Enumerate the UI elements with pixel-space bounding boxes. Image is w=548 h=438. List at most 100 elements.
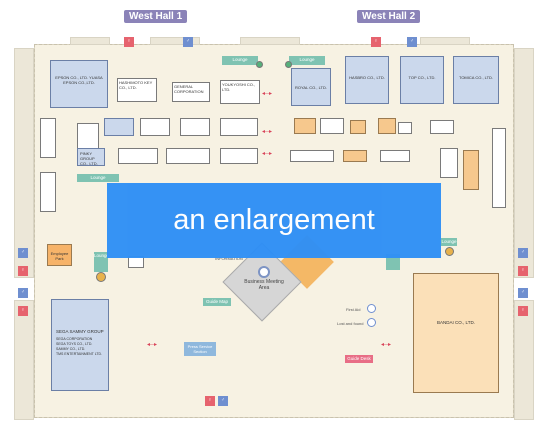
booth-label: GENERAL CORPORATION <box>174 84 204 94</box>
booth-bandai[interactable]: BANDAI CO., LTD. <box>413 273 499 393</box>
booth-orange[interactable] <box>294 118 316 134</box>
restroom-women-icon: ♀ <box>18 266 28 276</box>
passage-arrow-icon: ◂·····▸ <box>262 151 272 157</box>
restroom-women-icon: ♀ <box>518 306 528 316</box>
restroom-men-icon: ♂ <box>218 396 228 406</box>
booth-general[interactable]: GENERAL CORPORATION <box>172 82 210 102</box>
lounge-sign: Lounge <box>94 252 109 272</box>
passage-arrow-icon: ◂·····▸ <box>262 129 272 135</box>
hall-label-west-1: West Hall 1 <box>124 10 188 23</box>
lounge-icon <box>96 272 106 282</box>
booth-small[interactable] <box>220 148 258 164</box>
restroom-women-icon: ♀ <box>518 266 528 276</box>
right-wall-pillars-lower <box>514 300 534 420</box>
information-label: INFORMATION <box>215 256 243 261</box>
restroom-men-icon: ♂ <box>407 37 417 47</box>
booth-small[interactable] <box>220 118 258 136</box>
lounge-sign: Lounge <box>222 56 258 65</box>
employee-park: Employee Park <box>47 244 72 266</box>
business-meeting-icon <box>258 266 270 278</box>
booth-top[interactable]: TOP CO., LTD. <box>400 56 444 104</box>
restroom-men-icon: ♂ <box>518 248 528 258</box>
booth-orange[interactable] <box>350 120 366 134</box>
restroom-men-icon: ♂ <box>183 37 193 47</box>
booth-label: PINKY GROUP CO., LTD. <box>80 151 98 166</box>
top-wall-segment <box>70 37 110 45</box>
enlargement-overlay-text: an enlargement <box>173 204 375 236</box>
booth-small[interactable] <box>40 172 56 212</box>
lounge-icon <box>256 61 263 68</box>
restroom-women-icon: ♀ <box>371 37 381 47</box>
restroom-men-icon: ♂ <box>518 288 528 298</box>
first-aid-icon <box>367 304 376 313</box>
top-wall-segment <box>150 37 200 45</box>
booth-small-blue[interactable] <box>104 118 134 136</box>
restroom-women-icon: ♀ <box>124 37 134 47</box>
booth-hasbro[interactable]: HASBRO CO., LTD. <box>345 56 389 104</box>
booth-small[interactable] <box>430 120 454 134</box>
booth-sublabels: SEGA CORPORATION SEGA TOYS CO., LTD. SAM… <box>56 337 104 357</box>
enlargement-overlay[interactable]: an enlargement <box>107 183 441 258</box>
booth-small[interactable] <box>440 148 458 178</box>
booth-label: YOUKYOSHI CO., LTD. <box>222 82 256 92</box>
booth-small[interactable] <box>398 122 412 134</box>
booth-tomica[interactable]: TOMICA CO., LTD. <box>453 56 499 104</box>
booth-label: BANDAI CO., LTD. <box>437 320 475 325</box>
booth-pinky[interactable]: PINKY GROUP CO., LTD. <box>77 148 105 166</box>
lounge-icon <box>285 61 292 68</box>
booth-sega-sammy[interactable]: SEGA SAMMY GROUP SEGA CORPORATION SEGA T… <box>51 299 109 391</box>
booth-label: ROYAL CO., LTD. <box>295 85 327 90</box>
passage-arrow-icon: ◂·····▸ <box>381 342 391 348</box>
booth-label: EPSON CO., LTD. YUASA EPSON CO.,LTD. <box>55 75 103 85</box>
booth-small[interactable] <box>118 148 158 164</box>
booth-small[interactable] <box>140 118 170 136</box>
lost-and-found-icon <box>367 318 376 327</box>
lounge-icon <box>445 247 454 256</box>
booth-sublabel: SEGA CORPORATION <box>56 337 93 341</box>
booth-epson[interactable]: EPSON CO., LTD. YUASA EPSON CO.,LTD. <box>50 60 108 108</box>
booth-small[interactable] <box>180 118 210 136</box>
top-wall-segment <box>420 37 470 45</box>
passage-arrow-icon: ◂·····▸ <box>147 342 157 348</box>
employee-park-label: Employee Park <box>50 251 69 261</box>
restroom-men-icon: ♂ <box>18 288 28 298</box>
lounge-sign <box>386 254 400 270</box>
booth-orange[interactable] <box>378 118 396 134</box>
lounge-sign: Lounge <box>77 174 119 182</box>
booth-orange[interactable] <box>343 150 367 162</box>
booth-sublabel: TMS ENTERTAINMENT LTD. <box>56 352 103 356</box>
press-service-sign: Press Service Section <box>184 342 216 356</box>
left-wall-pillars <box>14 48 34 278</box>
restroom-women-icon: ♀ <box>205 396 215 406</box>
booth-small[interactable] <box>492 128 506 208</box>
booth-small[interactable] <box>290 150 334 162</box>
left-wall-pillars-lower <box>14 300 34 420</box>
restroom-women-icon: ♀ <box>18 306 28 316</box>
booth-label: HASHIMOTO KEY CO., LTD. <box>119 80 153 90</box>
booth-label: TOMICA CO., LTD. <box>458 75 494 80</box>
guide-map-sign: Guide Map <box>203 298 231 306</box>
booth-small[interactable] <box>40 118 56 158</box>
booth-royal[interactable]: ROYAL CO., LTD. <box>291 68 331 106</box>
business-meeting-label: Business Meeting Area <box>244 279 284 291</box>
hall-label-west-2: West Hall 2 <box>357 10 421 23</box>
booth-small[interactable] <box>166 148 210 164</box>
lounge-sign: Lounge <box>289 56 325 65</box>
booth-small[interactable] <box>320 118 344 134</box>
top-wall-segment <box>240 37 300 45</box>
booth-youkyoshi[interactable]: YOUKYOSHI CO., LTD. <box>220 80 260 104</box>
booth-label: TOP CO., LTD. <box>408 75 436 80</box>
booth-small[interactable] <box>380 150 410 162</box>
booth-sublabel: SEGA TOYS CO., LTD. <box>56 342 93 346</box>
lounge-sign: Lounge <box>441 238 457 246</box>
booth-hashimoto[interactable]: HASHIMOTO KEY CO., LTD. <box>117 78 157 102</box>
restroom-men-icon: ♂ <box>18 248 28 258</box>
booth-label: SEGA SAMMY GROUP <box>56 329 104 334</box>
booth-label: HASBRO CO., LTD. <box>349 75 385 80</box>
booth-orange[interactable] <box>463 150 479 190</box>
first-aid-label: First Aid <box>346 307 361 312</box>
right-wall-pillars <box>514 48 534 278</box>
passage-arrow-icon: ◂·····▸ <box>262 91 272 97</box>
guide-desk-sign: Guide Desk <box>345 355 373 363</box>
